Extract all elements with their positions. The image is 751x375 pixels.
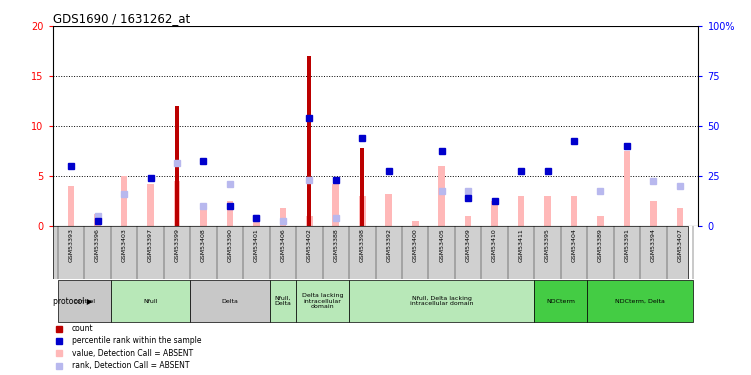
Bar bbox=[306, 216, 312, 226]
Bar bbox=[307, 56, 312, 226]
Text: Delta lacking
intracellular
domain: Delta lacking intracellular domain bbox=[302, 293, 343, 309]
Bar bbox=[544, 196, 551, 226]
Bar bbox=[360, 148, 364, 226]
FancyBboxPatch shape bbox=[190, 280, 270, 322]
Text: GSM53390: GSM53390 bbox=[228, 228, 232, 262]
Bar bbox=[517, 196, 524, 226]
Text: GSM53405: GSM53405 bbox=[439, 228, 444, 262]
Text: GSM53407: GSM53407 bbox=[677, 228, 683, 262]
Text: GSM53408: GSM53408 bbox=[201, 228, 206, 262]
Bar bbox=[677, 208, 683, 226]
Bar bbox=[439, 166, 445, 226]
Bar bbox=[68, 186, 74, 226]
Bar bbox=[385, 194, 392, 226]
Text: GDS1690 / 1631262_at: GDS1690 / 1631262_at bbox=[53, 12, 190, 25]
Text: GSM53400: GSM53400 bbox=[413, 228, 418, 262]
Text: control: control bbox=[74, 298, 95, 303]
Text: GSM53394: GSM53394 bbox=[651, 228, 656, 262]
Text: NDCterm: NDCterm bbox=[546, 298, 575, 303]
Text: Nfull,
Delta: Nfull, Delta bbox=[274, 296, 291, 306]
Bar bbox=[333, 184, 339, 226]
Text: percentile rank within the sample: percentile rank within the sample bbox=[72, 336, 201, 345]
Bar bbox=[95, 214, 101, 226]
Text: GSM53402: GSM53402 bbox=[307, 228, 312, 262]
Text: GSM53403: GSM53403 bbox=[122, 228, 126, 262]
Text: GSM53392: GSM53392 bbox=[386, 228, 391, 262]
FancyBboxPatch shape bbox=[58, 280, 111, 322]
Text: GSM53395: GSM53395 bbox=[545, 228, 550, 262]
FancyBboxPatch shape bbox=[53, 226, 688, 279]
Text: GSM53391: GSM53391 bbox=[625, 228, 629, 262]
Text: Nfull: Nfull bbox=[143, 298, 158, 303]
Bar bbox=[650, 201, 656, 226]
Bar bbox=[279, 208, 286, 226]
Text: NDCterm, Delta: NDCterm, Delta bbox=[615, 298, 665, 303]
Bar bbox=[227, 201, 234, 226]
Text: GSM53401: GSM53401 bbox=[254, 228, 259, 262]
Text: value, Detection Call = ABSENT: value, Detection Call = ABSENT bbox=[72, 349, 193, 358]
Text: GSM53406: GSM53406 bbox=[280, 228, 285, 262]
Bar bbox=[359, 196, 366, 226]
FancyBboxPatch shape bbox=[296, 280, 349, 322]
Bar bbox=[491, 201, 498, 226]
Bar bbox=[412, 221, 418, 226]
Text: GSM53410: GSM53410 bbox=[492, 228, 497, 262]
Bar bbox=[175, 106, 179, 226]
Text: count: count bbox=[72, 324, 94, 333]
Bar bbox=[623, 151, 630, 226]
Bar bbox=[571, 196, 578, 226]
FancyBboxPatch shape bbox=[534, 280, 587, 322]
Text: rank, Detection Call = ABSENT: rank, Detection Call = ABSENT bbox=[72, 361, 189, 370]
Bar bbox=[465, 216, 472, 226]
Text: GSM53388: GSM53388 bbox=[333, 228, 338, 262]
Bar bbox=[173, 181, 180, 226]
Bar bbox=[200, 208, 207, 226]
Bar bbox=[253, 218, 260, 226]
Bar bbox=[121, 176, 128, 226]
FancyBboxPatch shape bbox=[587, 280, 693, 322]
Bar bbox=[147, 184, 154, 226]
FancyBboxPatch shape bbox=[349, 280, 534, 322]
Text: GSM53404: GSM53404 bbox=[572, 228, 577, 262]
Text: GSM53397: GSM53397 bbox=[148, 228, 153, 262]
FancyBboxPatch shape bbox=[111, 280, 190, 322]
Text: Nfull, Delta lacking
intracellular domain: Nfull, Delta lacking intracellular domai… bbox=[410, 296, 473, 306]
Text: GSM53411: GSM53411 bbox=[519, 228, 523, 262]
Text: GSM53409: GSM53409 bbox=[466, 228, 471, 262]
Text: GSM53396: GSM53396 bbox=[95, 228, 100, 262]
Bar bbox=[597, 216, 604, 226]
Text: Delta: Delta bbox=[222, 298, 238, 303]
Text: GSM53399: GSM53399 bbox=[174, 228, 179, 262]
Text: GSM53389: GSM53389 bbox=[598, 228, 603, 262]
Text: GSM53393: GSM53393 bbox=[68, 228, 74, 262]
FancyBboxPatch shape bbox=[270, 280, 296, 322]
Text: protocol ▶: protocol ▶ bbox=[53, 297, 92, 306]
Text: GSM53398: GSM53398 bbox=[360, 228, 365, 262]
